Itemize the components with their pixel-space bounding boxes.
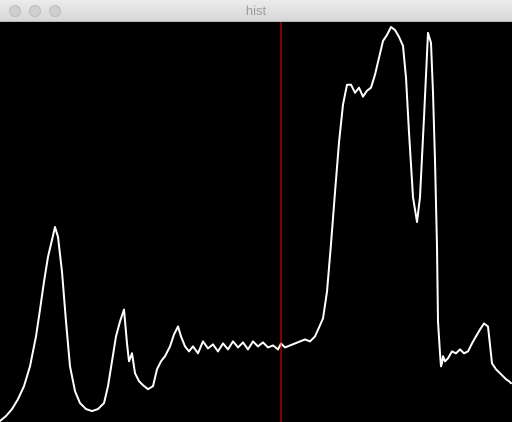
- window-title: hist: [245, 3, 267, 18]
- minimize-button[interactable]: [29, 5, 41, 17]
- title-bar[interactable]: hist: [0, 0, 512, 22]
- close-button[interactable]: [9, 5, 21, 17]
- histogram-line: [0, 26, 512, 422]
- histogram-canvas: [0, 22, 512, 422]
- histogram-plot: [0, 22, 512, 422]
- maximize-button[interactable]: [49, 5, 61, 17]
